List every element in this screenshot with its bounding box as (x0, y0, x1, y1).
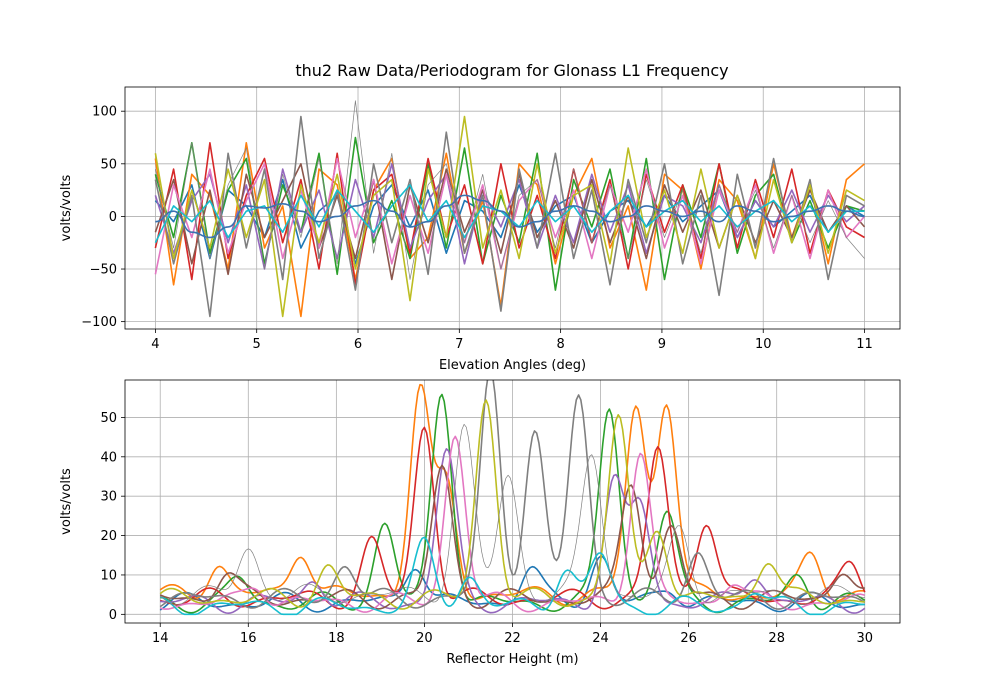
x-tick-label: 24 (592, 631, 609, 646)
raw-series-group (154, 100, 866, 318)
x-tick-label: 18 (328, 631, 345, 646)
x-tick-label: 8 (556, 337, 564, 352)
y-tick-label: 100 (92, 105, 117, 120)
y-tick-label: 0 (109, 210, 117, 225)
y-tick-label: −50 (90, 263, 117, 278)
raw-axes-frame (124, 86, 901, 330)
periodogram-axes-frame (124, 379, 901, 624)
x-tick-label: 10 (755, 337, 772, 352)
chart-title: thu2 Raw Data/Periodogram for Glonass L1… (295, 61, 728, 80)
x-tick-label: 6 (354, 337, 362, 352)
x-tick-label: 7 (455, 337, 463, 352)
x-axis-label: Elevation Angles (deg) (439, 358, 586, 373)
periodogram-series-group (159, 380, 866, 616)
periodogram-series-line-11 (159, 423, 865, 606)
x-tick-label: 26 (680, 631, 697, 646)
raw-series-line-9 (154, 115, 865, 318)
periodogram-axes: 14 16 18 20 22 24 26 28 30 0 10 20 30 40 50 Reflector H… (59, 379, 901, 667)
y-axis-label: volts/volts (59, 468, 74, 535)
y-tick-label: 0 (109, 608, 117, 623)
y-tick-label: 50 (100, 157, 117, 172)
x-axis-label: Reflector Height (m) (446, 652, 578, 667)
x-tick-label: 11 (856, 337, 873, 352)
raw-series-line-11 (155, 194, 865, 239)
periodogram-series-line-10 (159, 536, 865, 616)
raw-data-axes: 4 5 6 7 8 9 10 11 −100 −50 0 50 100 Elevation Angles … (59, 86, 901, 373)
x-tick-label: 9 (658, 337, 666, 352)
x-tick-label: 16 (240, 631, 257, 646)
raw-series-line-12 (155, 100, 865, 280)
x-tick-label: 14 (152, 631, 169, 646)
x-tick-label: 22 (504, 631, 521, 646)
x-tick-label: 30 (856, 631, 873, 646)
x-tick-label: 28 (768, 631, 785, 646)
y-tick-label: −100 (81, 315, 117, 330)
y-tick-label: 30 (100, 490, 117, 505)
y-tick-label: 10 (100, 568, 117, 583)
y-tick-label: 50 (100, 411, 117, 426)
x-tick-label: 5 (253, 337, 261, 352)
periodogram-series-line-9 (159, 399, 865, 610)
y-tick-label: 20 (100, 529, 117, 544)
y-tick-label: 40 (100, 450, 117, 465)
x-tick-label: 4 (151, 337, 159, 352)
y-axis-label: volts/volts (59, 174, 74, 241)
x-tick-label: 20 (416, 631, 433, 646)
